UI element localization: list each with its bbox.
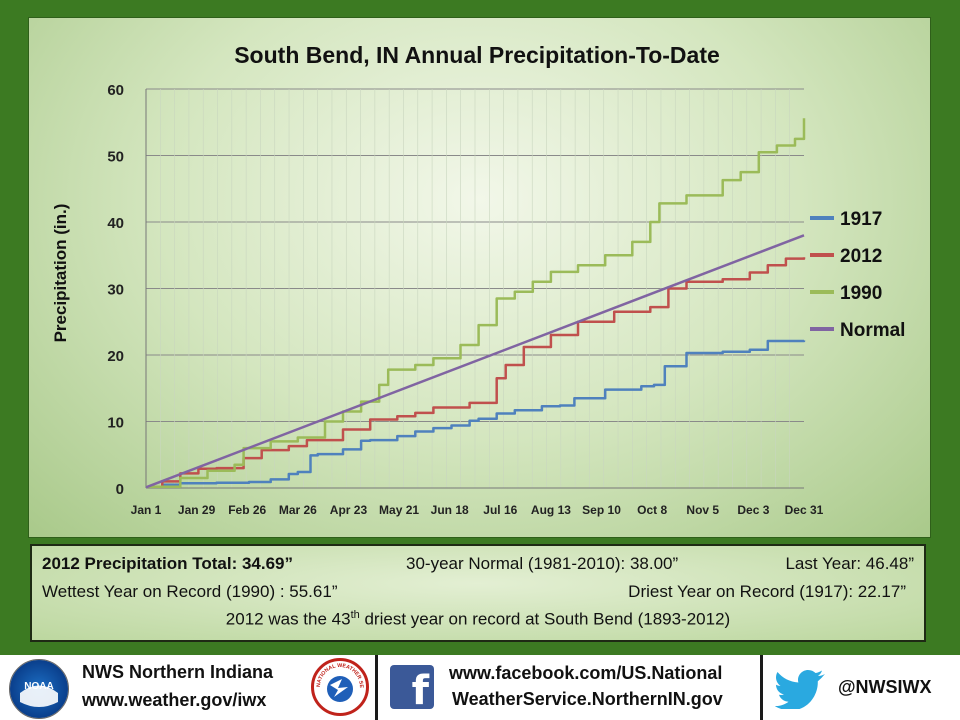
wettest-year: Wettest Year on Record (1990) : 55.61”	[42, 582, 338, 601]
x-tick-label: Jan 1	[131, 503, 162, 517]
y-axis-label: Precipitation (in.)	[51, 204, 70, 343]
footer-divider	[375, 655, 378, 720]
x-tick-label: Aug 13	[531, 503, 571, 517]
y-tick-label: 20	[107, 348, 124, 365]
total-precip: 2012 Precipitation Total: 34.69”	[42, 554, 293, 573]
x-tick-label: Dec 31	[785, 503, 824, 517]
rank-text-start: 2012 was the 43	[225, 609, 351, 629]
footer-divider	[760, 655, 763, 720]
x-tick-label: May 21	[379, 503, 419, 517]
facebook-url-line1[interactable]: www.facebook.com/US.National	[449, 663, 723, 683]
y-tick-label: 0	[116, 481, 124, 498]
x-tick-label: Jul 16	[483, 503, 517, 517]
stats-panel: 2012 Precipitation Total: 34.69” 30-year…	[30, 544, 926, 642]
series-line-1917	[146, 339, 806, 488]
chart-panel: South Bend, IN Annual Precipitation-To-D…	[28, 17, 931, 538]
axes: 0 10 20 30 40 50 60 Jan 1 Jan 29 Feb 26 Mar 26 Apr …	[107, 82, 823, 517]
series-line-1990	[146, 118, 806, 488]
rank-suffix: th	[350, 609, 360, 621]
x-tick-label: Nov 5	[686, 503, 719, 517]
y-tick-label: 50	[107, 149, 124, 166]
footer: NOAA NWS Northern Indiana www.weather.go…	[0, 655, 960, 720]
y-tick-label: 40	[107, 215, 124, 232]
legend-label-2012: 2012	[840, 246, 882, 267]
facebook-url-line2[interactable]: WeatherService.NorthernIN.gov	[452, 689, 723, 709]
twitter-handle[interactable]: @NWSIWX	[838, 677, 932, 697]
x-tick-label: Oct 8	[637, 503, 667, 517]
org-name: NWS Northern Indiana	[82, 662, 274, 682]
legend: 1917 2012 1990 Normal	[810, 209, 905, 341]
normal-precip: 30-year Normal (1981-2010): 38.00”	[406, 554, 679, 573]
y-tick-label: 60	[107, 82, 124, 99]
facebook-icon[interactable]: f	[390, 665, 434, 709]
gridlines	[145, 88, 804, 488]
x-tick-label: Sep 10	[582, 503, 621, 517]
driest-year: Driest Year on Record (1917): 22.17”	[628, 582, 906, 601]
legend-label-1917: 1917	[840, 209, 882, 230]
last-year-precip: Last Year: 46.48”	[785, 554, 914, 573]
x-tick-label: Dec 3	[737, 503, 769, 517]
legend-label-normal: Normal	[840, 320, 905, 341]
legend-label-1990: 1990	[840, 283, 882, 304]
rank-text-end: driest year on record at South Bend (189…	[359, 609, 731, 629]
x-tick-label: Jun 18	[431, 503, 469, 517]
x-tick-label: Jan 29	[178, 503, 216, 517]
x-tick-label: Mar 26	[279, 503, 317, 517]
y-tick-label: 30	[107, 282, 124, 299]
series-lines	[145, 118, 806, 489]
noaa-logo-text: NOAA	[24, 681, 53, 692]
noaa-logo[interactable]: NOAA	[9, 659, 69, 719]
chart-title: South Bend, IN Annual Precipitation-To-D…	[234, 42, 720, 68]
org-url[interactable]: www.weather.gov/iwx	[82, 690, 267, 710]
series-line-normal	[145, 234, 805, 489]
x-tick-label: Apr 23	[330, 503, 368, 517]
y-tick-label: 10	[107, 415, 124, 432]
x-tick-label: Feb 26	[228, 503, 266, 517]
facebook-icon-glyph: f	[411, 668, 429, 709]
nws-seal-icon[interactable]: NATIONAL WEATHER SERVICE	[311, 658, 369, 716]
line-chart: South Bend, IN Annual Precipitation-To-D…	[51, 42, 905, 517]
stats-line-3: 2012 was the 43th driest year on record …	[32, 609, 924, 630]
twitter-bird-icon[interactable]	[774, 669, 827, 711]
